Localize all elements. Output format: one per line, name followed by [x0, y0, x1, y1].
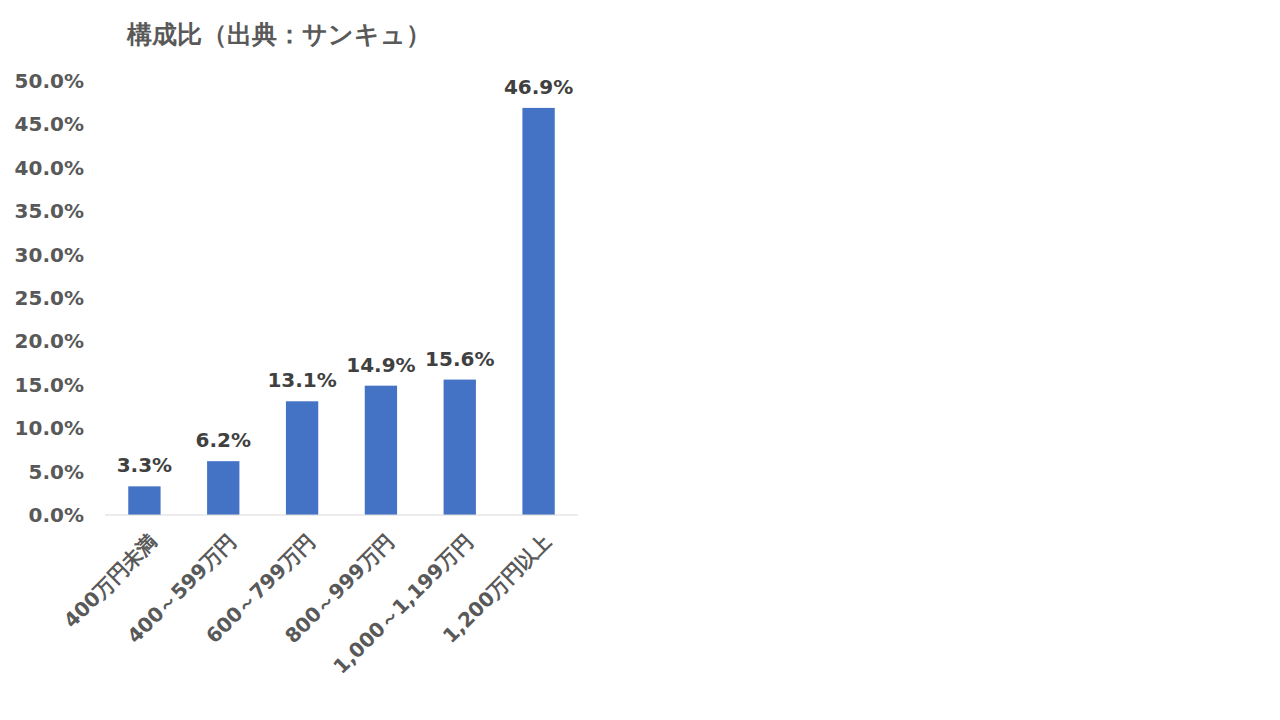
chart-title: 構成比（出典：サンキュ） [126, 20, 431, 49]
bar [286, 401, 318, 515]
data-label: 46.9% [504, 75, 573, 99]
bar [444, 380, 476, 515]
y-axis: 0.0% 5.0% 10.0% 15.0% 20.0% 25.0% 30.0% 35.0% 40… [15, 69, 84, 527]
bar [365, 386, 397, 515]
chart-canvas: 構成比（出典：サンキュ） 0.0% 5.0% 10.0% 15.0% 20.0% 25.0%… [0, 0, 1280, 720]
x-axis: 400万円未満400～599万円600～799万円800～999万円1,000～… [59, 530, 556, 679]
bars [128, 108, 554, 515]
x-tick-label: 1,200万円以上 [438, 530, 556, 648]
x-tick-label: 1,000～1,199万円 [328, 530, 477, 679]
data-label: 14.9% [346, 353, 415, 377]
y-tick-label: 15.0% [15, 373, 84, 397]
bar [128, 486, 160, 515]
data-label: 3.3% [117, 453, 172, 477]
y-tick-label: 0.0% [29, 503, 84, 527]
y-tick-label: 50.0% [15, 69, 84, 93]
y-tick-label: 35.0% [15, 199, 84, 223]
y-tick-label: 10.0% [15, 416, 84, 440]
data-label: 15.6% [425, 347, 494, 371]
y-tick-label: 40.0% [15, 156, 84, 180]
y-tick-label: 5.0% [29, 460, 84, 484]
data-labels: 3.3% 6.2% 13.1% 14.9% 15.6% 46.9% [117, 75, 574, 477]
y-tick-label: 30.0% [15, 243, 84, 267]
data-label: 13.1% [267, 368, 336, 392]
bar [522, 108, 554, 515]
bar [207, 461, 239, 515]
y-tick-label: 20.0% [15, 329, 84, 353]
data-label: 6.2% [196, 428, 251, 452]
y-tick-label: 25.0% [15, 286, 84, 310]
y-tick-label: 45.0% [15, 112, 84, 136]
x-axis-line [105, 515, 578, 516]
